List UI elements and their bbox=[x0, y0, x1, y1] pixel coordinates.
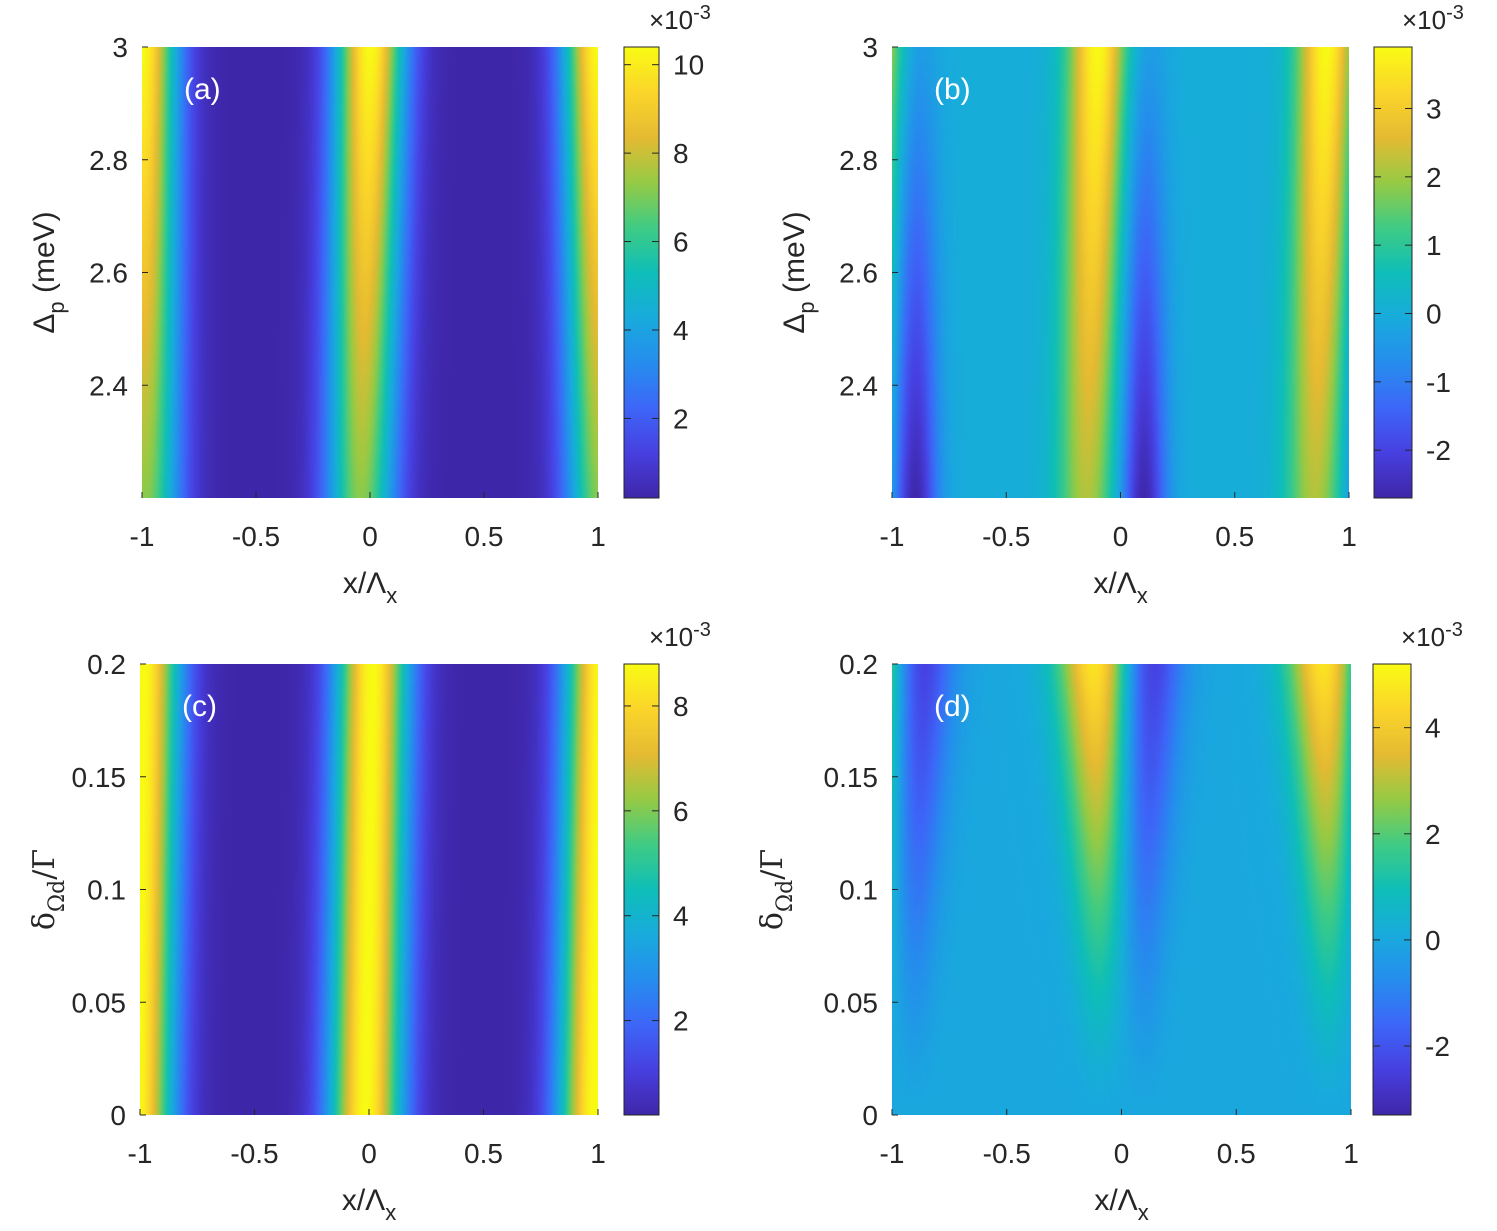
colorbar-tick-label: 2 bbox=[673, 1006, 689, 1037]
colorbar bbox=[623, 663, 660, 1116]
y-tick-label: 0.2 bbox=[839, 649, 878, 680]
x-tick-label: -0.5 bbox=[983, 1138, 1031, 1169]
colorbar-scale-label: ×10-3 bbox=[649, 2, 711, 35]
x-tick-label: 0.5 bbox=[1217, 1138, 1256, 1169]
y-axis-label: Δp (meV) bbox=[28, 211, 69, 333]
heatmap-image bbox=[892, 47, 1349, 498]
x-axis-label: x/Λx bbox=[342, 1184, 396, 1225]
y-tick-label: 2.4 bbox=[89, 370, 128, 401]
x-tick-label: -1 bbox=[128, 1138, 153, 1169]
y-tick-label: 2.6 bbox=[89, 258, 128, 289]
colorbar-tick-label: 0 bbox=[1425, 925, 1441, 956]
y-tick-label: 0.2 bbox=[87, 649, 126, 680]
colorbar-tick-label: -1 bbox=[1426, 367, 1451, 398]
colorbar-tick-label: 1 bbox=[1426, 230, 1442, 261]
panel-c: (c) -1 -0.5 0 0.5 1 0 0.05 0.1 0.15 0.2 x/Λx δΩd/Γ 2 4… bbox=[27, 619, 711, 1225]
x-tick-label: 0 bbox=[361, 1138, 377, 1169]
colorbar-tick-label: 8 bbox=[673, 138, 689, 169]
x-tick-label: -1 bbox=[130, 521, 155, 552]
x-tick-label: 1 bbox=[590, 521, 606, 552]
colorbar-tick-label: 4 bbox=[673, 901, 689, 932]
y-tick-label: 2.4 bbox=[839, 370, 878, 401]
x-axis-label: x/Λx bbox=[1093, 567, 1147, 608]
colorbar bbox=[1372, 663, 1412, 1116]
panel-label: (d) bbox=[934, 690, 971, 723]
y-tick-label: 2.8 bbox=[89, 145, 128, 176]
y-tick-label: 3 bbox=[112, 32, 128, 63]
y-tick-label: 2.8 bbox=[839, 145, 878, 176]
colorbar-tick-label: 3 bbox=[1426, 94, 1442, 125]
y-tick-label: 0.15 bbox=[824, 762, 879, 793]
heatmap-image bbox=[892, 664, 1351, 1115]
y-tick-label: 0.05 bbox=[72, 987, 127, 1018]
colorbar bbox=[623, 46, 660, 499]
y-tick-label: 0.15 bbox=[72, 762, 127, 793]
panel-d: (d) -1 -0.5 0 0.5 1 0 0.05 0.1 0.15 0.2 x/Λx δΩd/Γ -2… bbox=[755, 619, 1463, 1225]
y-tick-label: 3 bbox=[862, 32, 878, 63]
x-tick-label: 1 bbox=[1343, 1138, 1359, 1169]
panel-label: (c) bbox=[182, 690, 217, 723]
x-tick-label: 0.5 bbox=[464, 1138, 503, 1169]
x-tick-label: -1 bbox=[880, 521, 905, 552]
y-tick-label: 2.6 bbox=[839, 258, 878, 289]
colorbar-tick-label: 4 bbox=[673, 315, 689, 346]
panel-label: (a) bbox=[184, 73, 221, 106]
panel-a: (a) -1 -0.5 0 0.5 1 2.4 2.6 2.8 3 x/Λx Δp (meV) 2 4 6 8… bbox=[28, 2, 711, 608]
colorbar-tick-label: 2 bbox=[1425, 819, 1441, 850]
y-axis-label: δΩd/Γ bbox=[27, 849, 70, 930]
heatmap-image bbox=[142, 47, 598, 498]
colorbar-tick-label: -2 bbox=[1425, 1031, 1450, 1062]
x-tick-label: 1 bbox=[1341, 521, 1357, 552]
colorbar-tick-label: 8 bbox=[673, 691, 689, 722]
y-tick-label: 0.1 bbox=[839, 875, 878, 906]
x-tick-label: -0.5 bbox=[232, 521, 280, 552]
colorbar-scale-label: ×10-3 bbox=[1402, 2, 1464, 35]
y-tick-label: 0.1 bbox=[87, 875, 126, 906]
x-tick-label: -1 bbox=[880, 1138, 905, 1169]
colorbar-scale-label: ×10-3 bbox=[1401, 619, 1463, 652]
colorbar-tick-label: 2 bbox=[1426, 162, 1442, 193]
y-axis-label: δΩd/Γ bbox=[755, 849, 798, 930]
y-tick-label: 0.05 bbox=[824, 987, 879, 1018]
y-tick-label: 0 bbox=[862, 1100, 878, 1131]
x-tick-label: 0 bbox=[362, 521, 378, 552]
panel-label: (b) bbox=[934, 73, 971, 106]
colorbar-tick-label: 0 bbox=[1426, 299, 1442, 330]
colorbar-tick-label: -2 bbox=[1426, 435, 1451, 466]
x-axis-label: x/Λx bbox=[343, 567, 397, 608]
y-tick-label: 0 bbox=[110, 1100, 126, 1131]
x-tick-label: 0.5 bbox=[465, 521, 504, 552]
x-tick-label: 1 bbox=[590, 1138, 606, 1169]
y-axis-label: Δp (meV) bbox=[778, 211, 819, 333]
colorbar-scale-label: ×10-3 bbox=[649, 619, 711, 652]
x-axis-label: x/Λx bbox=[1094, 1184, 1148, 1225]
x-tick-label: -0.5 bbox=[982, 521, 1030, 552]
colorbar-tick-label: 4 bbox=[1425, 713, 1441, 744]
x-tick-label: 0 bbox=[1113, 521, 1129, 552]
panel-b: (b) -1 -0.5 0 0.5 1 2.4 2.6 2.8 3 x/Λx Δp (meV) -2 -1… bbox=[778, 2, 1464, 608]
colorbar-tick-label: 2 bbox=[673, 403, 689, 434]
colorbar-tick-label: 6 bbox=[673, 227, 689, 258]
x-tick-label: 0 bbox=[1114, 1138, 1130, 1169]
colorbar-tick-label: 10 bbox=[673, 50, 704, 81]
colorbar-tick-label: 6 bbox=[673, 796, 689, 827]
x-tick-label: -0.5 bbox=[230, 1138, 278, 1169]
colorbar bbox=[1373, 46, 1413, 499]
heatmap-image bbox=[140, 664, 598, 1115]
x-tick-label: 0.5 bbox=[1215, 521, 1254, 552]
